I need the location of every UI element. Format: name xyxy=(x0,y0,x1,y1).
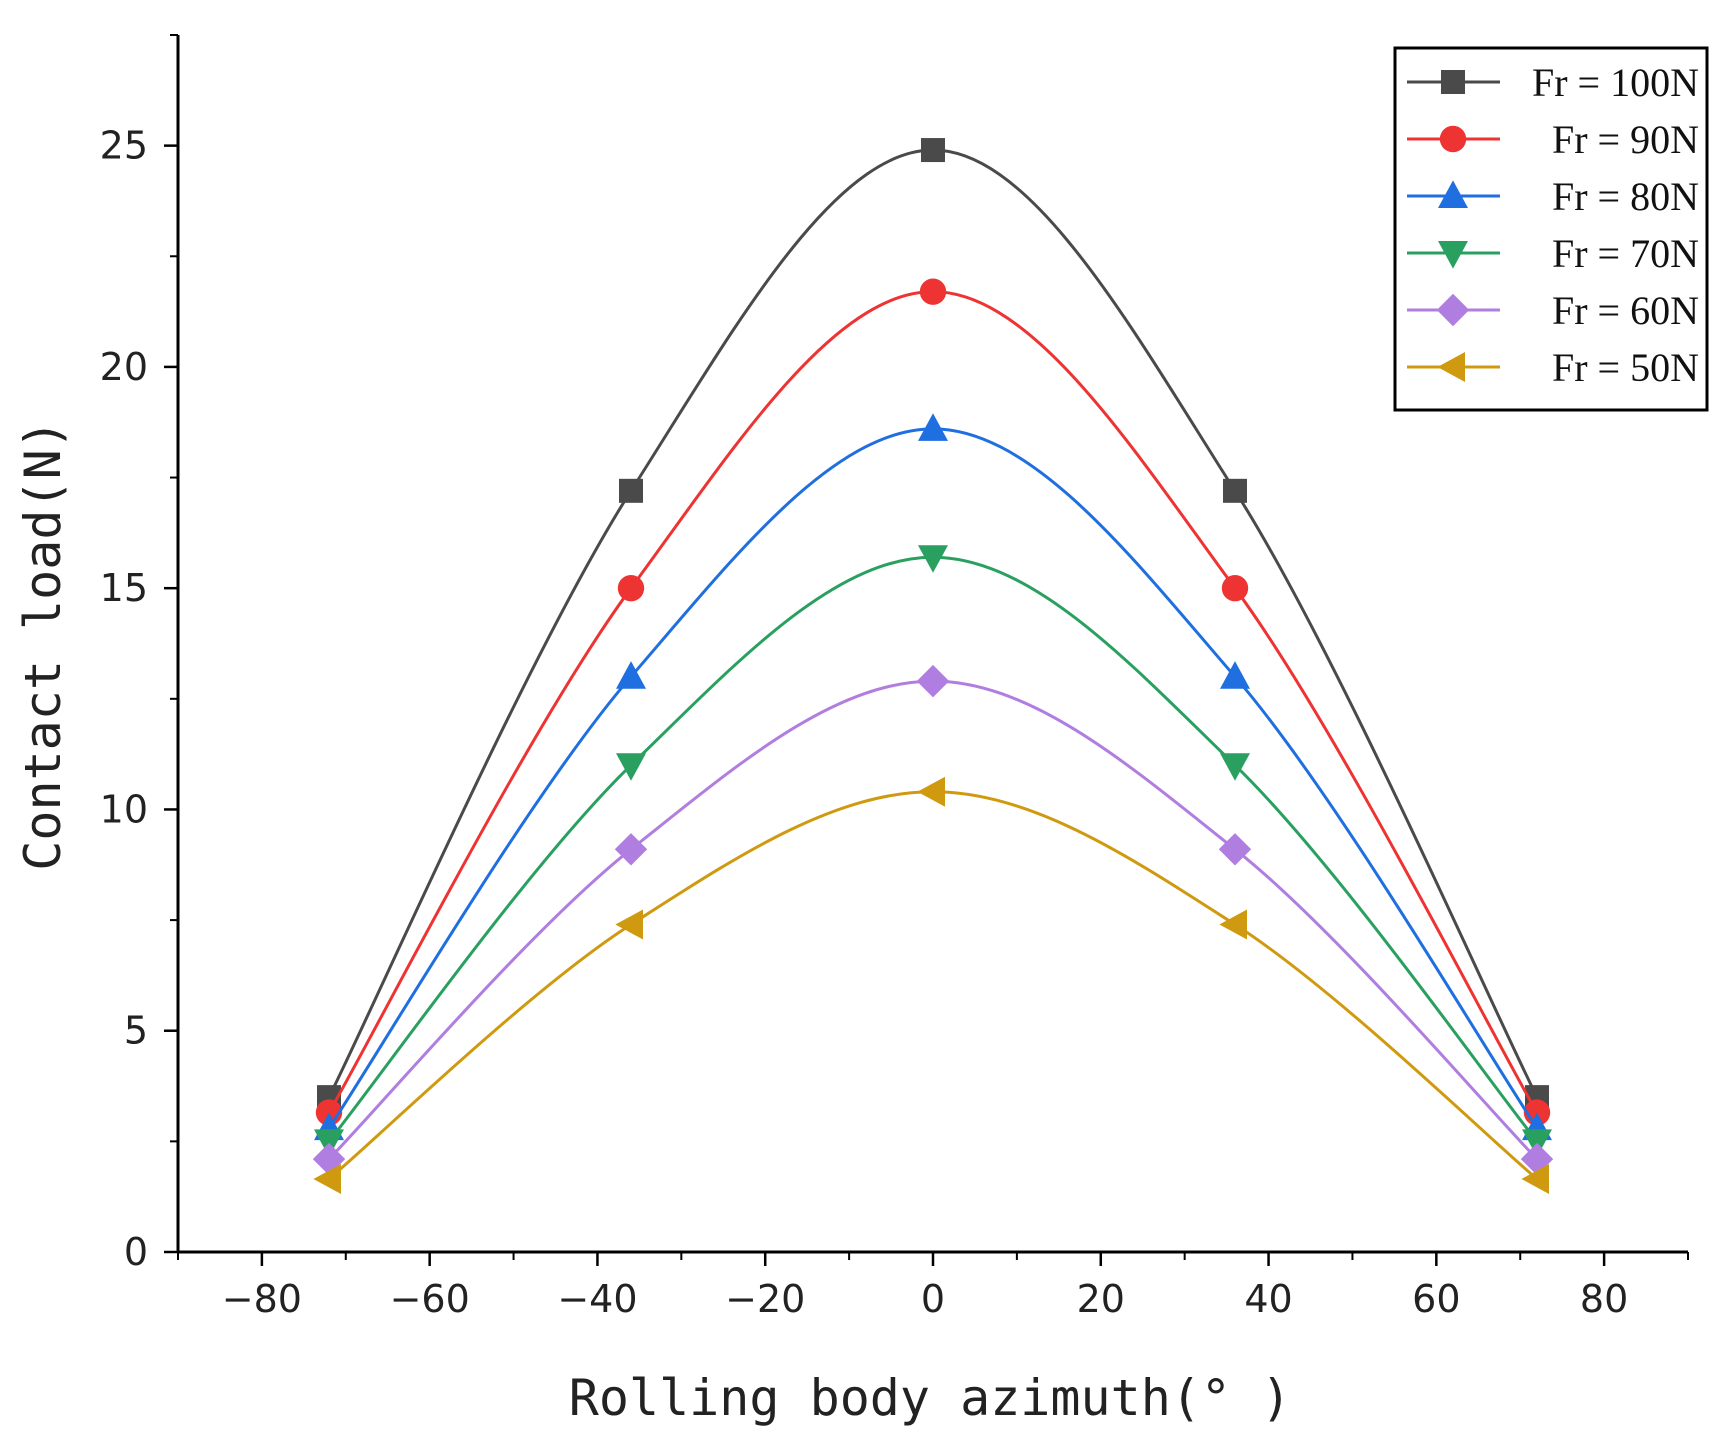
x-tick-label: 40 xyxy=(1244,1277,1292,1321)
x-axis-title: Rolling body azimuth(° ) xyxy=(569,1369,1291,1427)
series-line xyxy=(328,790,1538,1181)
data-point xyxy=(312,1142,346,1176)
data-point xyxy=(614,833,648,866)
data-point xyxy=(1219,909,1247,940)
series-line xyxy=(327,679,1539,1161)
legend-marker xyxy=(1436,293,1470,327)
data-point xyxy=(616,661,646,689)
data-point xyxy=(619,478,643,503)
legend-marker xyxy=(1438,241,1468,269)
legend-label: Fr = 50N xyxy=(1552,345,1699,390)
legend-label: Fr = 70N xyxy=(1552,231,1699,276)
data-point xyxy=(1220,661,1250,689)
x-tick-label: −40 xyxy=(557,1277,637,1321)
data-point xyxy=(917,776,945,807)
legend-label: Fr = 80N xyxy=(1552,174,1699,219)
y-tick-label: 10 xyxy=(100,787,148,831)
legend-label: Fr = 60N xyxy=(1552,288,1699,333)
series-fr-50n xyxy=(313,776,1549,1194)
x-tick-label: −80 xyxy=(222,1277,302,1321)
legend-entry: Fr = 80N xyxy=(1407,174,1699,219)
series-fr-70n xyxy=(314,545,1552,1157)
legend-entry: Fr = 90N xyxy=(1407,117,1699,162)
legend-entry: Fr = 50N xyxy=(1407,345,1699,390)
y-tick-label: 25 xyxy=(100,124,148,168)
data-point xyxy=(916,664,950,698)
data-point xyxy=(1220,753,1250,781)
x-tick-label: 0 xyxy=(921,1277,945,1321)
x-tick-label: 20 xyxy=(1077,1277,1125,1321)
data-point xyxy=(1221,574,1249,602)
legend-marker xyxy=(1438,180,1468,208)
series-layer xyxy=(312,138,1554,1194)
legend-box xyxy=(1393,46,1709,412)
legend-marker xyxy=(1441,70,1465,94)
data-point xyxy=(1218,833,1252,866)
legend-entry: Fr = 70N xyxy=(1407,231,1699,276)
y-axis-title: Contact load(N) xyxy=(14,419,72,871)
y-tick-label: 0 xyxy=(124,1230,148,1274)
x-tick-label: −20 xyxy=(725,1277,805,1321)
legend-label: Fr = 90N xyxy=(1552,117,1699,162)
data-point xyxy=(1521,1163,1549,1194)
data-point xyxy=(1223,478,1247,503)
data-point xyxy=(919,278,947,305)
y-tick-label: 15 xyxy=(100,566,148,610)
data-point xyxy=(617,574,645,602)
axes: −80 −60 −40 −20 0 20 40 60 80 0 5 10 15 20 25 xyxy=(100,34,1689,1321)
x-tick-label: 60 xyxy=(1412,1277,1460,1321)
legend: Fr = 100N Fr = 90N Fr = 80N Fr = 70N Fr = 60… xyxy=(1393,46,1709,412)
series-line xyxy=(327,555,1539,1143)
data-point xyxy=(313,1163,341,1194)
legend-marker xyxy=(1437,352,1465,382)
legend-label: Fr = 100N xyxy=(1532,60,1699,105)
series-fr-90n xyxy=(315,278,1551,1126)
data-point xyxy=(615,909,643,940)
data-point xyxy=(616,753,646,781)
series-fr-80n xyxy=(314,413,1552,1141)
series-fr-60n xyxy=(312,664,1554,1176)
data-point xyxy=(918,545,948,573)
x-tick-label: 80 xyxy=(1580,1277,1628,1321)
legend-entry: Fr = 100N xyxy=(1407,60,1699,105)
data-point xyxy=(1520,1142,1554,1176)
x-tick-label: −60 xyxy=(390,1277,470,1321)
data-point xyxy=(918,413,948,441)
data-point xyxy=(921,138,945,163)
y-tick-label: 5 xyxy=(124,1009,148,1053)
y-tick-label: 20 xyxy=(100,345,148,389)
legend-marker xyxy=(1439,125,1467,153)
legend-entry: Fr = 60N xyxy=(1407,288,1699,333)
